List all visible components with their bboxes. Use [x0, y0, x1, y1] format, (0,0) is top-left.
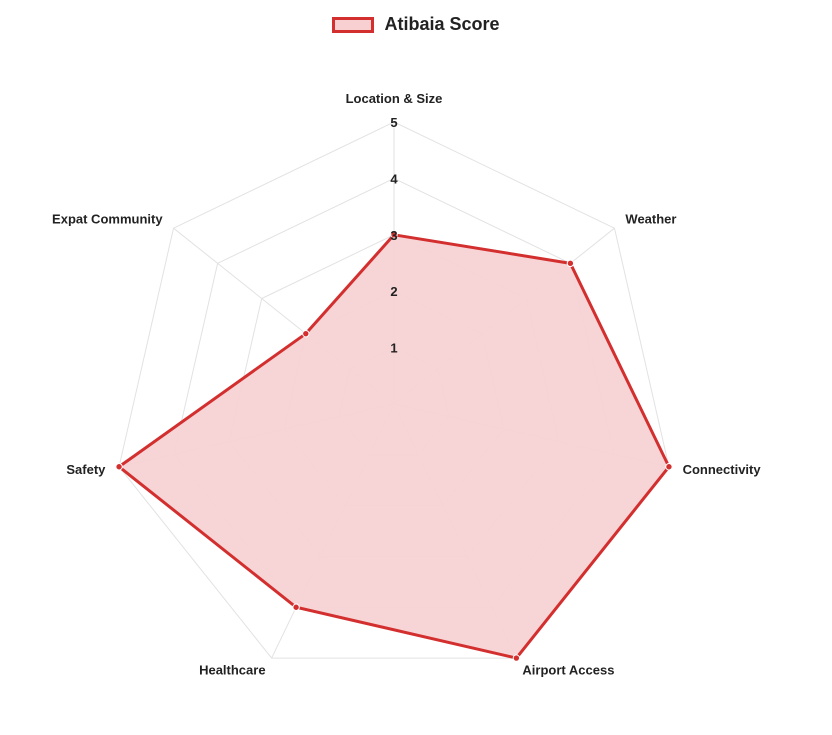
tick-label: 2 — [390, 284, 397, 299]
data-point — [566, 259, 575, 268]
data-point — [665, 463, 673, 471]
tick-label: 4 — [390, 171, 398, 186]
legend-label: Atibaia Score — [384, 14, 500, 34]
data-point — [302, 329, 310, 338]
axis-label: Expat Community — [52, 211, 163, 226]
axis-label: Connectivity — [683, 462, 762, 477]
tick-label: 3 — [390, 228, 397, 243]
axis-label: Weather — [625, 211, 676, 226]
data-point — [292, 603, 300, 611]
axis-label: Healthcare — [199, 663, 265, 678]
data-point — [512, 654, 521, 662]
legend-swatch — [332, 16, 375, 33]
grid-ring-5 — [118, 121, 670, 659]
axis-label: Safety — [66, 462, 106, 477]
axis-label: Airport Access — [522, 663, 614, 678]
data-point — [115, 463, 123, 471]
tick-label: 1 — [390, 341, 397, 356]
tick-label: 5 — [390, 115, 397, 130]
axis-label: Location & Size — [346, 91, 443, 106]
series-area — [116, 233, 671, 660]
legend: Atibaia Score — [0, 14, 832, 35]
data-point — [390, 231, 398, 239]
